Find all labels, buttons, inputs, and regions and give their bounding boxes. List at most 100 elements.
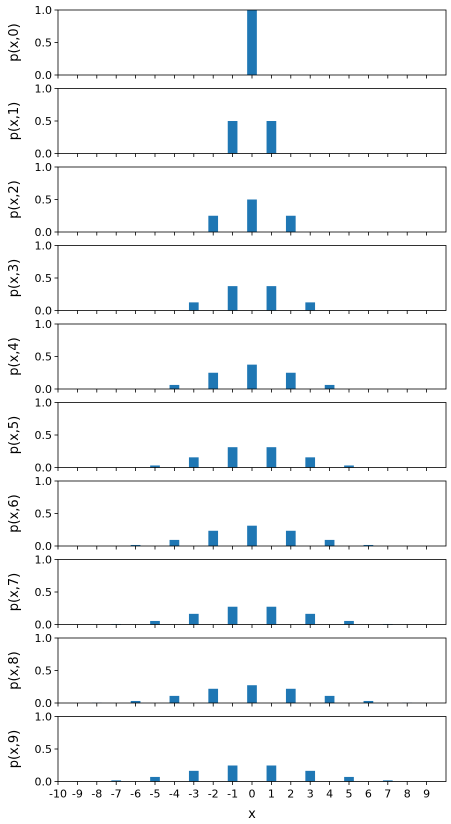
bar (266, 606, 277, 625)
subplot-panel: 0.0 0.5 1.0 p(x,0) (7, 4, 447, 82)
bar (208, 688, 219, 703)
x-tick-label: -10 (49, 788, 67, 801)
bar (285, 530, 296, 546)
bar (208, 372, 219, 389)
x-tick-label: -3 (188, 788, 199, 801)
y-axis-label: p(x,3) (7, 259, 22, 298)
y-tick-label: 0.0 (35, 540, 53, 553)
bar (266, 765, 277, 782)
subplot-panel: 0.0 0.5 1.0 p(x,7) (7, 554, 447, 632)
x-tick-label: -4 (169, 788, 180, 801)
y-tick-label: 0.5 (35, 351, 53, 364)
x-tick-label: 0 (249, 788, 256, 801)
bar (247, 525, 257, 546)
x-tick-label: 5 (346, 788, 353, 801)
y-axis-label: p(x,5) (7, 416, 22, 455)
bar (363, 700, 374, 703)
bar (305, 457, 316, 468)
subplot-panel: 0.00.51.0-10 -9 -8 -7 -6 -5 -4 -3 -2 -1 0 1 2 3 4 5 6 7 8 9… (7, 711, 447, 801)
axes-frame (57, 716, 447, 782)
bar (227, 447, 238, 468)
bar (227, 606, 238, 625)
y-tick-label: 1.0 (35, 711, 53, 724)
subplot-panel: 0.0 0.5 1.0 p(x,5) (7, 397, 447, 475)
x-tick-label: 2 (287, 788, 294, 801)
bar (324, 695, 335, 703)
y-tick-label: 0.5 (35, 194, 53, 207)
y-tick-label: 0.0 (35, 619, 53, 632)
y-tick-label: 1.0 (35, 83, 53, 96)
x-tick-label: 7 (384, 788, 391, 801)
subplot-panel: 0.0 0.5 1.0 p(x,6) (7, 475, 447, 553)
y-tick-label: 0.0 (35, 226, 53, 239)
y-tick-label: 1.0 (35, 554, 53, 567)
y-tick-label: 0.0 (35, 69, 53, 82)
y-tick-label: 1.0 (35, 475, 53, 488)
bar (208, 215, 219, 232)
subplot-panel: 0.0 0.5 1.0 p(x,2) (7, 161, 447, 239)
y-tick-label: 1.0 (35, 632, 53, 645)
bar (266, 121, 277, 154)
bar (382, 780, 393, 782)
y-tick-label: 1.0 (35, 397, 53, 410)
bar (188, 613, 199, 625)
y-axis-label: p(x,8) (7, 651, 22, 690)
bar (344, 620, 354, 625)
x-tick-label: -8 (91, 788, 102, 801)
y-tick-label: 1.0 (35, 240, 53, 253)
y-tick-label: 0.0 (35, 383, 53, 396)
subplot-panel: 0.0 0.5 1.0 p(x,4) (7, 318, 447, 396)
bar (150, 465, 160, 468)
y-tick-label: 0.0 (35, 697, 53, 710)
bar (188, 770, 199, 782)
bar (324, 384, 335, 389)
x-tick-label: -9 (72, 788, 83, 801)
bar (111, 780, 122, 782)
x-tick-label: -2 (208, 788, 219, 801)
bar (266, 447, 277, 468)
bar (227, 765, 238, 782)
bar (324, 539, 335, 546)
y-tick-label: 0.0 (35, 305, 53, 318)
x-tick-label: -5 (150, 788, 161, 801)
y-tick-label: 0.0 (35, 462, 53, 475)
x-tick-label: 8 (404, 788, 411, 801)
bar (227, 286, 238, 311)
bar (247, 364, 257, 390)
x-tick-label: 4 (326, 788, 333, 801)
bar (188, 302, 199, 311)
bar (285, 215, 296, 232)
y-axis-label: p(x,7) (7, 573, 22, 612)
y-tick-label: 0.5 (35, 37, 53, 50)
y-axis-label: p(x,1) (7, 102, 22, 141)
bar (130, 700, 141, 703)
axes-frame (57, 245, 447, 311)
y-axis-label: p(x,6) (7, 494, 22, 533)
subplot-panel: 0.0 0.5 1.0 p(x,1) (7, 83, 447, 161)
bar (208, 530, 219, 546)
bar (227, 121, 238, 154)
subplot-panel: 0.0 0.5 1.0 p(x,3) (7, 240, 447, 318)
subplot-panel: 0.0 0.5 1.0 p(x,8) (7, 632, 447, 710)
y-tick-label: 0.5 (35, 115, 53, 128)
x-tick-label: 3 (307, 788, 314, 801)
bar (344, 776, 354, 782)
x-tick-label: 1 (268, 788, 275, 801)
bar (169, 539, 180, 546)
y-axis-label: p(x,2) (7, 180, 22, 219)
y-tick-label: 0.5 (35, 586, 53, 599)
bar (305, 770, 316, 782)
axes-frame (57, 559, 447, 625)
y-tick-label: 1.0 (35, 161, 53, 174)
y-tick-label: 0.5 (35, 272, 53, 285)
bar (130, 544, 141, 546)
bar (305, 613, 316, 625)
y-tick-label: 1.0 (35, 4, 53, 17)
bar (247, 199, 257, 232)
bar (169, 384, 180, 389)
bar (247, 685, 257, 703)
axes-frame (57, 402, 447, 468)
bar (285, 688, 296, 703)
